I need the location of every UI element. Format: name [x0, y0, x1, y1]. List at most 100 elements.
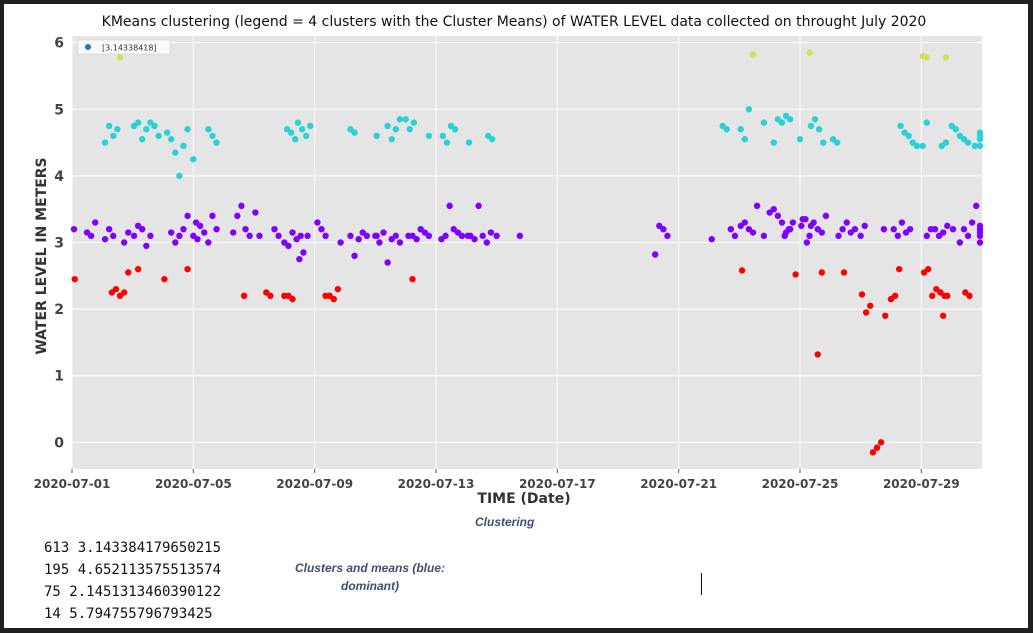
data-point	[167, 136, 175, 143]
data-point	[956, 132, 964, 140]
legend-box	[77, 39, 171, 55]
plot-area	[72, 36, 982, 469]
data-point	[355, 235, 362, 243]
data-point	[944, 292, 951, 299]
x-tick-label: 2020-07-17	[519, 477, 596, 491]
data-point	[167, 229, 175, 236]
data-point	[209, 212, 216, 220]
data-point	[897, 122, 904, 130]
data-point	[901, 129, 908, 136]
data-point	[749, 51, 757, 58]
data-point	[143, 242, 150, 250]
data-point	[753, 202, 761, 210]
data-point	[201, 229, 208, 236]
data-point	[493, 232, 500, 240]
data-point	[760, 232, 768, 240]
data-point	[942, 54, 950, 61]
legend-marker-icon	[85, 44, 91, 50]
gridlines	[71, 36, 982, 469]
data-point	[858, 291, 866, 298]
data-point	[516, 232, 524, 240]
data-point	[384, 122, 391, 130]
data-point	[392, 126, 400, 133]
data-point	[70, 225, 78, 233]
data-point	[92, 219, 99, 226]
y-axis-label: WATER LEVEL IN METERS	[34, 157, 50, 354]
data-point	[406, 126, 413, 133]
y-tick-label: 2	[54, 302, 64, 318]
data-point	[822, 212, 830, 220]
data-point	[234, 212, 241, 220]
data-point	[814, 351, 821, 358]
data-point	[483, 239, 491, 246]
data-point	[359, 229, 366, 236]
data-point	[409, 275, 416, 283]
data-point	[71, 275, 78, 283]
data-point	[807, 122, 815, 130]
data-point	[292, 136, 299, 143]
data-point	[184, 126, 191, 133]
data-point	[209, 132, 216, 140]
data-point	[935, 232, 943, 240]
data-point	[443, 139, 451, 146]
data-point	[745, 225, 753, 233]
data-point	[373, 132, 380, 140]
console-output: 613 3.143384179650215 195 4.652113575513…	[44, 537, 221, 625]
data-point	[334, 285, 342, 293]
data-point	[782, 112, 790, 120]
data-point	[120, 239, 128, 246]
data-point	[114, 126, 121, 133]
x-tick-label: 2020-07-21	[640, 477, 717, 491]
data-point	[147, 119, 154, 126]
data-point	[664, 232, 671, 240]
data-point	[971, 142, 979, 150]
data-point	[770, 139, 777, 146]
data-point	[956, 239, 964, 246]
data-point	[902, 229, 910, 236]
data-point	[479, 232, 486, 240]
data-point	[738, 267, 746, 274]
data-point	[792, 271, 799, 278]
data-point	[781, 232, 788, 240]
data-point	[271, 225, 278, 233]
data-point	[289, 229, 296, 236]
data-point	[322, 292, 329, 299]
data-point	[318, 225, 325, 233]
data-point	[322, 232, 329, 240]
data-points	[70, 49, 984, 456]
data-point	[727, 225, 735, 233]
data-point	[116, 54, 124, 61]
data-point	[213, 225, 220, 233]
chart-title: KMeans clustering (legend = 4 clusters w…	[102, 14, 927, 30]
data-point	[820, 139, 827, 146]
console-line: 195 4.652113575513574	[44, 562, 222, 578]
console-line: 75 2.1451313460390122	[44, 584, 222, 600]
x-tick-label: 2020-07-09	[276, 477, 353, 491]
data-point	[275, 232, 282, 240]
data-point	[281, 239, 288, 246]
data-point	[405, 232, 412, 240]
data-point	[802, 215, 809, 223]
data-point	[882, 312, 889, 319]
data-point	[948, 122, 955, 130]
data-point	[919, 142, 926, 150]
data-point	[923, 119, 930, 126]
data-point	[843, 219, 850, 226]
data-point	[337, 239, 344, 246]
data-point	[484, 132, 492, 140]
data-point	[410, 119, 418, 126]
data-point	[890, 225, 897, 233]
data-point	[450, 225, 457, 233]
data-point	[283, 126, 291, 133]
console-line: 14 5.794755796793425	[44, 606, 213, 622]
data-point	[737, 126, 744, 133]
data-point	[263, 289, 270, 296]
data-point	[176, 172, 183, 180]
data-point	[760, 119, 768, 126]
data-point	[396, 116, 404, 123]
data-point	[962, 289, 969, 296]
data-point	[873, 444, 881, 451]
legend-entry: [3.14338418]	[102, 44, 157, 53]
data-point	[388, 235, 395, 243]
data-point	[176, 232, 183, 240]
